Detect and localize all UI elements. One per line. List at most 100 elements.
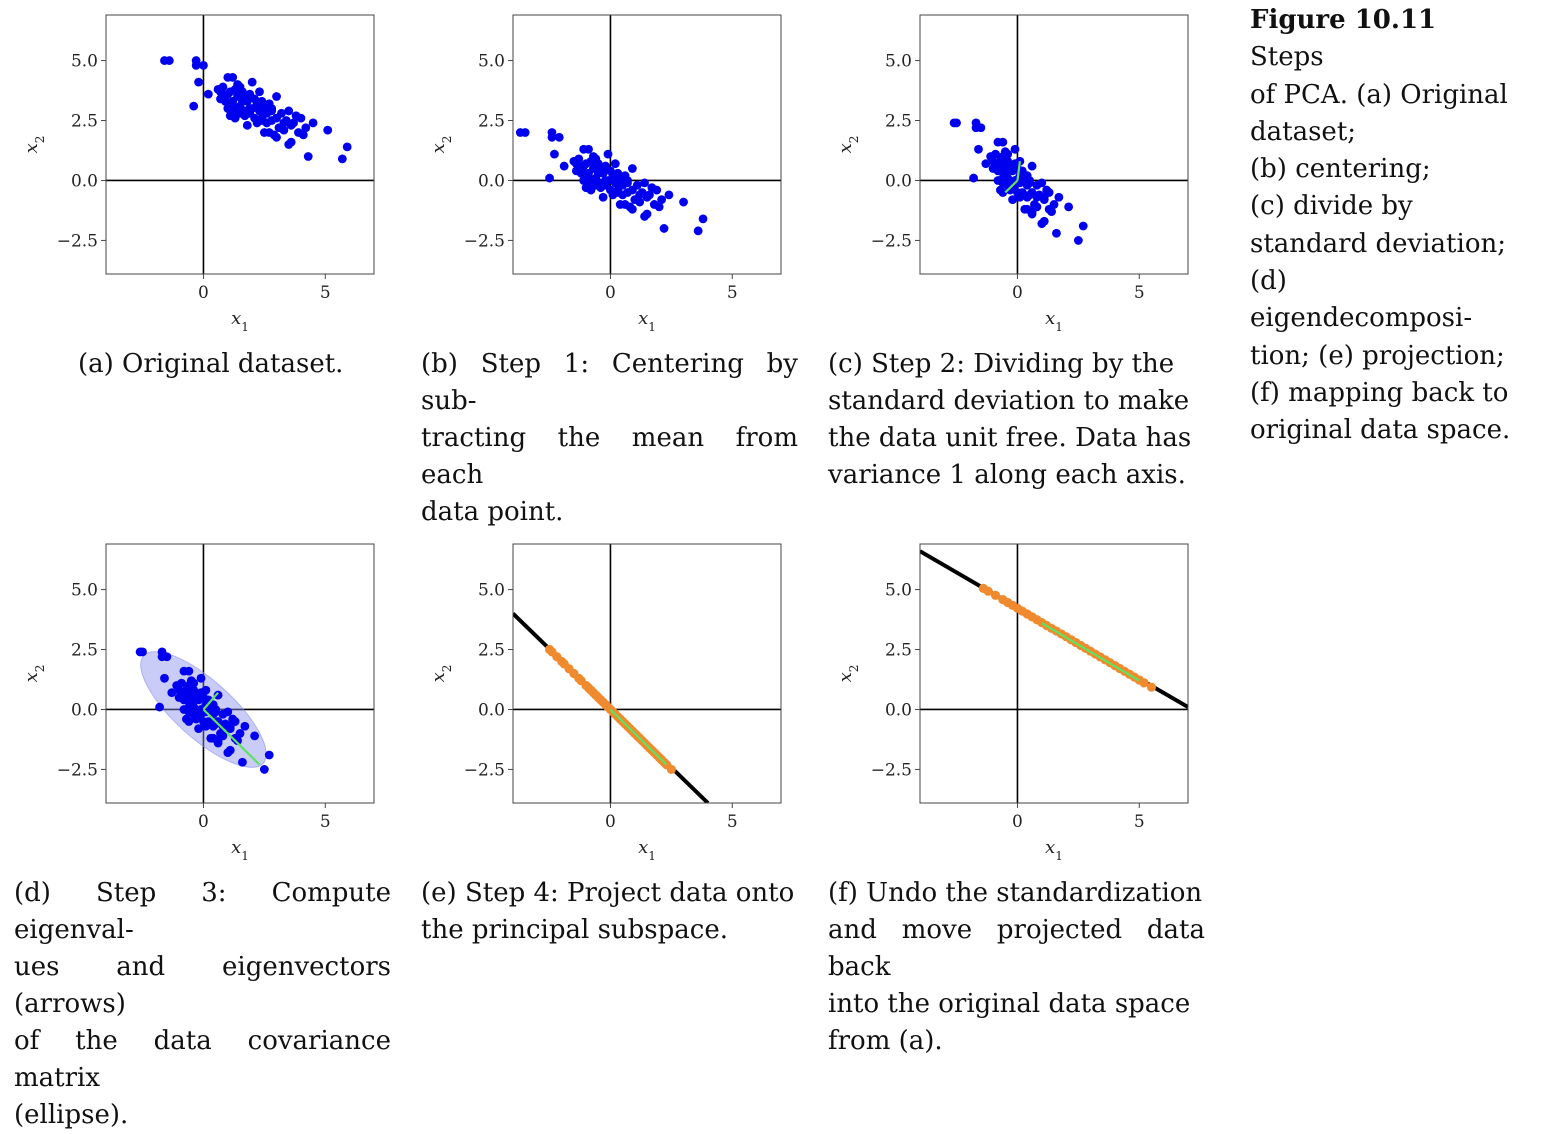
data-point <box>627 164 637 173</box>
plot-frame <box>105 14 375 275</box>
data-point <box>277 108 286 118</box>
data-point <box>652 185 662 195</box>
plot-area <box>920 544 1188 803</box>
data-point <box>627 204 637 214</box>
y-tick-label: 2.5 <box>71 641 98 661</box>
data-point <box>157 652 167 662</box>
caption-f: (f) Undo the standardization and move pr… <box>828 875 1205 1060</box>
data-point <box>240 721 250 731</box>
y-tick-label: 5.0 <box>478 52 505 72</box>
data-point <box>664 190 674 200</box>
caption-c: (c) Step 2: Dividing by the standard dev… <box>828 346 1205 494</box>
eigenvector-arrow <box>609 708 668 766</box>
figure-caption-line: standard deviation; <box>1250 228 1506 259</box>
caption-b: (b) Step 1: Centering by sub- tracting t… <box>421 346 798 531</box>
data-point <box>216 87 225 97</box>
plot-frame <box>919 543 1189 804</box>
data-point <box>988 156 998 166</box>
projected-point <box>990 590 1001 600</box>
y-tick-label: 0.0 <box>478 700 505 720</box>
x-tick-label: 0 <box>605 812 616 832</box>
y-tick-label: 2.5 <box>71 112 98 132</box>
chart-e: 0 5 5.0 2.5 0.0 −2.5 x1 x2 <box>428 543 782 863</box>
y-tick-label: 2.5 <box>885 112 912 132</box>
y-tick-label: 0.0 <box>71 171 98 191</box>
data-point <box>257 116 267 125</box>
data-point <box>1032 192 1042 202</box>
y-axis-label: x2 <box>428 665 454 683</box>
y-tick-label: −2.5 <box>464 760 505 780</box>
data-point <box>974 144 983 154</box>
data-point <box>194 77 203 87</box>
data-point <box>177 678 186 688</box>
data-point <box>571 159 581 169</box>
data-point <box>1054 192 1064 202</box>
y-tick-label: 2.5 <box>478 641 505 661</box>
chart-a: 0 5 5.0 2.5 0.0 −2.5 x1 x2 <box>21 14 375 334</box>
eigenvector-arrow <box>202 708 261 766</box>
caption-c-line: the data unit free. Data has <box>828 423 1192 453</box>
data-point <box>201 685 211 695</box>
data-point <box>1064 202 1074 212</box>
data-point <box>693 226 703 236</box>
data-point <box>267 104 277 113</box>
data-point <box>952 118 961 128</box>
data-point <box>981 159 991 169</box>
data-point <box>520 128 530 137</box>
data-point <box>1005 185 1015 195</box>
data-point <box>223 707 233 717</box>
data-point <box>174 685 184 695</box>
data-point <box>189 101 199 111</box>
x-tick-label: 5 <box>1134 283 1145 303</box>
projected-point <box>666 764 676 775</box>
data-point <box>1003 149 1013 159</box>
chart-f: 0 5 5.0 2.5 0.0 −2.5 x1 x2 <box>835 543 1189 863</box>
figure-caption: Figure 10.11 Steps of PCA. (a) Original … <box>1250 2 1515 450</box>
y-axis-label: x2 <box>21 665 47 683</box>
x-tick-label: 0 <box>1012 812 1023 832</box>
data-point <box>1037 178 1047 188</box>
data-point <box>264 750 274 760</box>
projected-point <box>1139 678 1149 688</box>
data-point <box>635 197 645 207</box>
data-point <box>1049 200 1059 209</box>
caption-c-line: variance 1 along each axis. <box>828 460 1186 490</box>
data-point <box>298 130 308 140</box>
data-point <box>1032 202 1042 212</box>
data-point <box>160 673 169 683</box>
caption-c-line: standard deviation to make <box>828 386 1190 416</box>
data-point <box>203 89 213 99</box>
y-tick-label: 5.0 <box>885 52 912 72</box>
y-tick-label: −2.5 <box>871 231 912 251</box>
caption-b-line: tracting the mean from each <box>421 423 798 490</box>
data-point <box>679 197 688 207</box>
figure-caption-text: Steps <box>1250 42 1324 73</box>
y-axis-label: x2 <box>21 136 47 154</box>
data-point <box>342 142 352 152</box>
data-point <box>642 192 652 202</box>
plot-area <box>513 15 781 274</box>
plot-area <box>106 15 374 274</box>
data-point <box>194 724 203 734</box>
plot-frame <box>512 543 782 804</box>
data-point <box>191 60 201 70</box>
data-point <box>998 137 1008 147</box>
figure-caption-line: dataset; <box>1250 116 1357 147</box>
y-axis-label: x2 <box>428 136 454 154</box>
x-axis-label: x1 <box>231 837 249 863</box>
data-point <box>579 161 589 171</box>
data-point <box>598 192 608 202</box>
data-point <box>189 678 199 688</box>
data-point <box>220 96 230 106</box>
data-point <box>1027 161 1037 171</box>
data-point <box>242 120 252 130</box>
chart-c: 0 5 5.0 2.5 0.0 −2.5 x1 x2 <box>835 14 1189 334</box>
x-tick-label: 5 <box>727 812 738 832</box>
data-point <box>196 673 206 683</box>
data-point <box>272 132 281 142</box>
data-point <box>654 202 664 212</box>
figure-caption-line: (f) mapping back to <box>1250 377 1509 408</box>
eigenvector-arrow <box>1004 179 1019 194</box>
caption-f-line: (f) Undo the standardization <box>828 878 1203 908</box>
y-tick-label: 5.0 <box>478 581 505 601</box>
